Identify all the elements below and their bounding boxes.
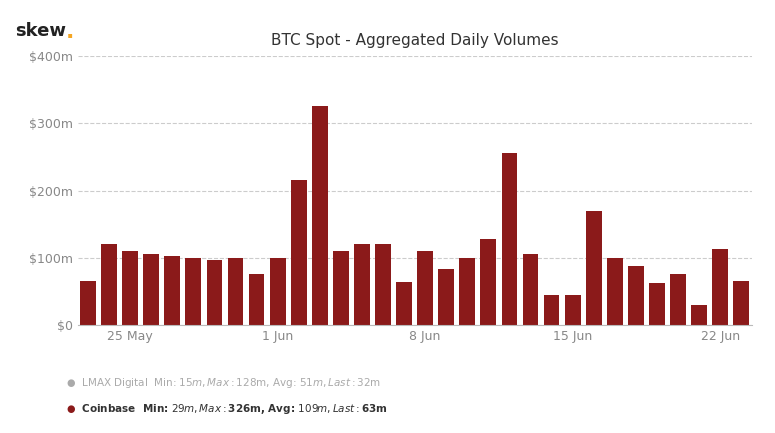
- Bar: [291, 181, 307, 325]
- Bar: [143, 254, 159, 325]
- Text: .: .: [66, 22, 74, 42]
- Bar: [164, 256, 181, 325]
- Bar: [628, 266, 644, 325]
- Title: BTC Spot - Aggregated Daily Volumes: BTC Spot - Aggregated Daily Volumes: [270, 33, 559, 48]
- Bar: [544, 294, 560, 325]
- Bar: [270, 258, 285, 325]
- Text: ●: ●: [67, 404, 75, 414]
- Text: ●: ●: [67, 378, 75, 388]
- Bar: [607, 258, 622, 325]
- Text: LMAX Digital  Min: $15m, Max: $128m, Avg: $51m, Last: $32m: LMAX Digital Min: $15m, Max: $128m, Avg:…: [78, 376, 381, 390]
- Bar: [522, 254, 539, 325]
- Bar: [712, 249, 728, 325]
- Bar: [228, 258, 243, 325]
- Bar: [670, 275, 686, 325]
- Bar: [185, 258, 202, 325]
- Bar: [396, 282, 412, 325]
- Bar: [354, 244, 370, 325]
- Bar: [80, 281, 96, 325]
- Bar: [333, 251, 349, 325]
- Bar: [312, 106, 328, 325]
- Bar: [733, 281, 749, 325]
- Bar: [439, 269, 454, 325]
- Bar: [649, 283, 665, 325]
- Bar: [460, 258, 475, 325]
- Bar: [691, 305, 707, 325]
- Bar: [417, 251, 433, 325]
- Bar: [501, 153, 518, 325]
- Bar: [122, 251, 138, 325]
- Bar: [249, 275, 264, 325]
- Bar: [480, 239, 496, 325]
- Text: Coinbase  Min: $29m, Max: $326m, Avg: $109m, Last: $63m: Coinbase Min: $29m, Max: $326m, Avg: $10…: [78, 402, 388, 416]
- Bar: [586, 211, 601, 325]
- Bar: [565, 294, 580, 325]
- Bar: [375, 244, 391, 325]
- Bar: [207, 260, 222, 325]
- Bar: [102, 244, 117, 325]
- Text: skew: skew: [16, 22, 67, 40]
